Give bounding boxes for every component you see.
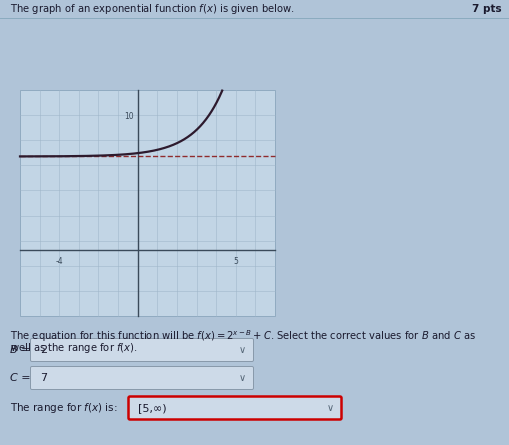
Text: 7: 7	[40, 373, 47, 383]
Text: 2: 2	[40, 345, 47, 355]
Text: ∨: ∨	[238, 373, 245, 383]
FancyBboxPatch shape	[31, 367, 253, 389]
Text: 10: 10	[124, 112, 133, 121]
Text: 7 pts: 7 pts	[471, 4, 501, 14]
Text: [5,∞): [5,∞)	[138, 403, 166, 413]
Text: The range for $f(x)$ is:: The range for $f(x)$ is:	[10, 401, 117, 415]
Text: The graph of an exponential function $f(x)$ is given below.: The graph of an exponential function $f(…	[10, 2, 294, 16]
Bar	[20, 90, 274, 316]
FancyBboxPatch shape	[128, 396, 341, 420]
Text: C =: C =	[10, 373, 31, 383]
Text: ∨: ∨	[238, 345, 245, 355]
Text: B =: B =	[10, 345, 31, 355]
Text: well as the range for $f(x)$.: well as the range for $f(x)$.	[10, 341, 137, 355]
Text: 5: 5	[233, 256, 238, 266]
FancyBboxPatch shape	[31, 339, 253, 361]
Text: -4: -4	[55, 256, 63, 266]
Text: ∨: ∨	[326, 403, 333, 413]
Text: The equation for this function will be $f(x) = 2^{x-B} + C$. Select the correct : The equation for this function will be $…	[10, 328, 475, 344]
